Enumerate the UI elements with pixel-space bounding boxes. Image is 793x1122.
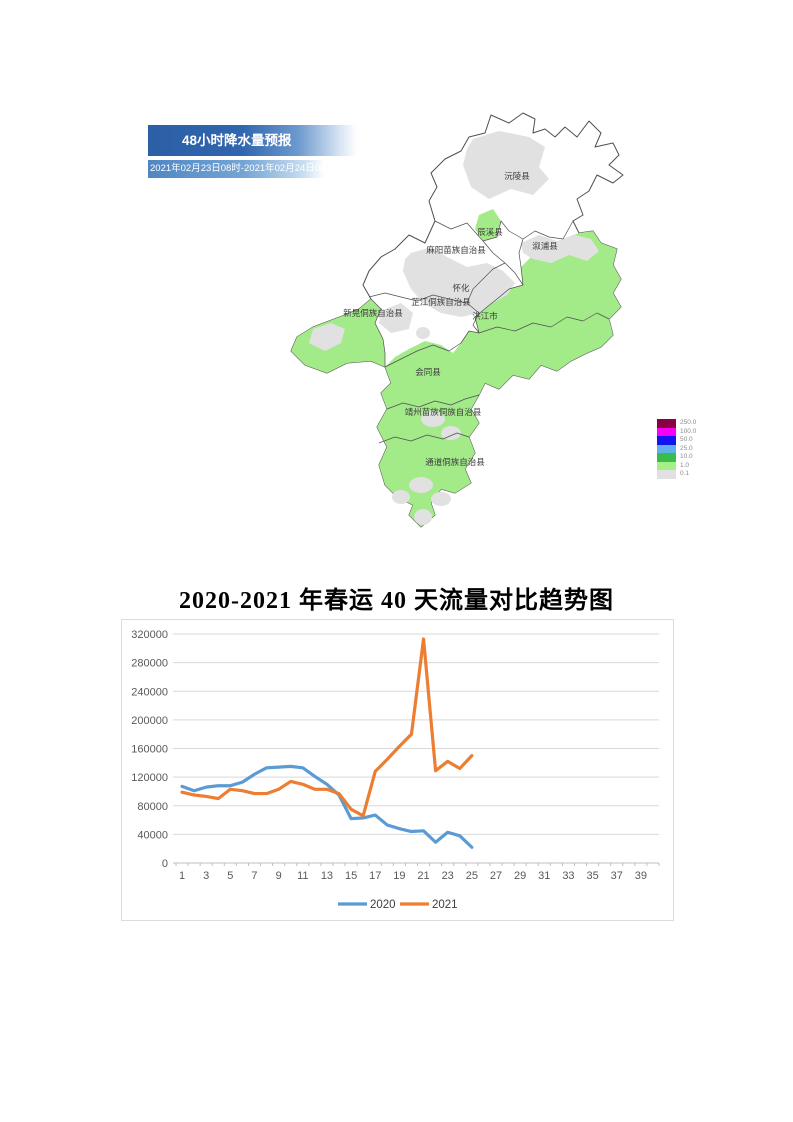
county-label: 怀化	[452, 283, 470, 293]
legend-entry: 10.0	[657, 453, 696, 462]
x-axis-label: 27	[490, 870, 502, 882]
legend-swatch	[657, 461, 676, 470]
county-label: 溆浦县	[532, 241, 558, 251]
x-axis-label: 21	[417, 870, 429, 882]
legend-value: 10.0	[680, 453, 693, 460]
legend-value: 0.1	[680, 470, 690, 477]
x-axis-label: 35	[586, 870, 598, 882]
y-axis-label: 280000	[131, 658, 168, 670]
series-line-2020	[180, 764, 474, 849]
legend-label-2021: 2021	[432, 899, 458, 911]
x-axis-label: 11	[297, 870, 308, 882]
legend-value: 100.0	[680, 427, 697, 435]
x-axis-label: 25	[466, 870, 478, 882]
legend-swatch	[657, 470, 676, 479]
chart-title: 2020-2021 年春运 40 天流量对比趋势图	[179, 588, 614, 614]
legend-value: 50.0	[680, 436, 693, 443]
legend-swatch	[657, 436, 676, 445]
legend-value: 1.0	[680, 461, 690, 469]
county-label: 洪江市	[472, 311, 498, 321]
county-borders	[368, 220, 610, 444]
series-line-2021	[180, 637, 474, 818]
county-label: 麻阳苗族自治县	[426, 245, 486, 255]
legend-swatch	[657, 419, 676, 428]
chart-frame: 0 40000 80000 120000 160000 200000 240000 28000…	[121, 619, 674, 921]
x-axis-label: 39	[635, 870, 647, 882]
legend-entry: 1.0	[657, 461, 696, 470]
y-axis-label: 200000	[131, 715, 168, 727]
legend-entry: 50.0	[657, 436, 696, 445]
x-axis-label: 13	[321, 870, 333, 882]
x-axis-label: 5	[227, 870, 233, 882]
x-axis-label: 9	[276, 870, 282, 882]
county-label: 辰溪县	[477, 227, 503, 237]
x-axis-label: 3	[203, 870, 209, 882]
x-axis-label: 17	[369, 870, 381, 882]
map-title: 48小时降水量预报	[148, 125, 357, 156]
y-axis-label: 0	[162, 858, 168, 870]
legend-entry: 0.1	[657, 470, 696, 479]
legend-swatch	[657, 444, 676, 453]
x-axis-label: 29	[514, 870, 526, 882]
x-axis-label: 37	[611, 870, 623, 882]
county-label: 沅陵县	[504, 171, 530, 181]
legend-value: 250.0	[680, 419, 697, 426]
legend-label-2020: 2020	[370, 899, 396, 911]
county-label: 靖州苗族侗族自治县	[405, 407, 482, 417]
y-axis-label: 40000	[137, 829, 168, 841]
map-date-range: 2021年02月23日08时-2021年02月24日08时	[148, 160, 335, 178]
x-axis-label: 33	[562, 870, 574, 882]
x-axis-label: 31	[538, 870, 550, 882]
y-axis-label: 160000	[131, 744, 168, 756]
legend-entry: 25.0	[657, 444, 696, 453]
x-axis-label: 15	[345, 870, 357, 882]
x-axis-label: 1	[179, 870, 185, 882]
county-label: 通道侗族自治县	[425, 457, 485, 467]
legend-value: 25.0	[680, 444, 693, 452]
x-axis-label: 19	[393, 870, 405, 882]
county-label: 会同县	[415, 367, 441, 377]
y-axis-label: 320000	[131, 629, 168, 641]
x-axis-label: 23	[442, 870, 454, 882]
y-axis-label: 80000	[137, 801, 168, 813]
rain-area-gray	[309, 131, 599, 525]
y-axis-label: 240000	[131, 686, 168, 698]
x-axis-label: 7	[251, 870, 257, 882]
legend-swatch	[657, 427, 676, 436]
y-axis-label: 120000	[131, 772, 168, 784]
legend-entry: 250.0	[657, 419, 696, 428]
county-label: 新晃侗族自治县	[343, 308, 403, 318]
county-label: 芷江侗族自治县	[411, 297, 471, 307]
trend-line-chart: 0 40000 80000 120000 160000 200000 240000 28000…	[131, 629, 660, 911]
precipitation-legend: 250.0 100.0 50.0 25.0 10.0 1.0 0.1	[657, 419, 696, 479]
legend-swatch	[657, 453, 676, 462]
legend-entry: 100.0	[657, 427, 697, 436]
